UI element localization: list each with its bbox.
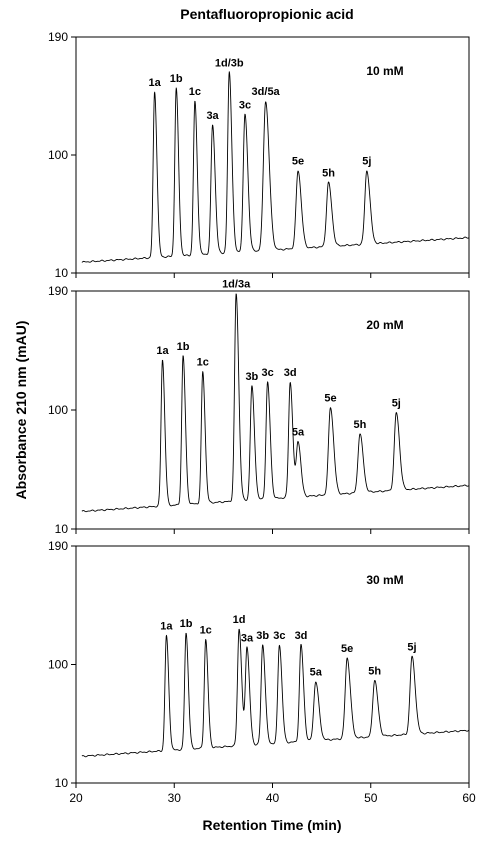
y-tick-label: 10 xyxy=(55,522,69,536)
peak-label: 3d/5a xyxy=(252,86,281,98)
y-tick-label: 10 xyxy=(55,266,69,280)
peak-label: 1b xyxy=(170,73,183,85)
peak-label: 3c xyxy=(239,99,251,111)
y-tick-label: 190 xyxy=(48,539,68,553)
peak-label: 5j xyxy=(407,642,416,654)
peak-label: 5h xyxy=(368,665,381,677)
concentration-label: 30 mM xyxy=(366,573,403,587)
concentration-label: 10 mM xyxy=(366,64,403,78)
chart-title: Pentafluoropropionic acid xyxy=(180,6,353,22)
y-tick-label: 100 xyxy=(48,148,68,162)
peak-label: 5j xyxy=(392,398,401,410)
peak-label: 3c xyxy=(273,630,285,642)
y-tick-label: 100 xyxy=(48,403,68,417)
panel-frame xyxy=(75,36,470,274)
chromatogram-trace xyxy=(81,293,470,513)
peak-label: 3d xyxy=(295,630,308,642)
peak-label: 1d/3a xyxy=(222,279,251,291)
peak-label: 1c xyxy=(197,357,209,369)
panel-2: 10 100 190 20 30 40 50 60 30 mM 1a 1b 1c 1d 3a 3b 3c 3d 5… xyxy=(48,539,476,805)
peak-label: 3d xyxy=(284,367,297,379)
x-tick-label: 30 xyxy=(168,791,182,805)
peak-label: 5e xyxy=(341,643,353,655)
x-tick-label: 20 xyxy=(69,791,83,805)
panel-frame xyxy=(75,290,470,530)
x-axis-label: Retention Time (min) xyxy=(203,817,342,833)
peak-label: 3b xyxy=(245,371,258,383)
peak-label: 5h xyxy=(322,168,335,180)
peak-label: 5j xyxy=(362,156,371,168)
y-tick-label: 190 xyxy=(48,30,68,44)
peak-label: 5a xyxy=(310,667,323,679)
y-tick-label: 10 xyxy=(55,776,69,790)
y-tick-label: 100 xyxy=(48,658,68,672)
peak-label: 1b xyxy=(180,618,193,630)
panel-1: 10 100 190 20 mM 1a 1b 1c 1d/3a 3b 3c 3d 5a 5e 5h 5j xyxy=(48,279,470,536)
y-axis-label: Absorbance 210 nm (mAU) xyxy=(13,321,29,500)
peak-label: 1a xyxy=(148,77,161,89)
y-tick-label: 190 xyxy=(48,284,68,298)
peak-label: 1a xyxy=(156,345,169,357)
peak-label: 1c xyxy=(189,86,201,98)
chromatogram-trace xyxy=(81,71,470,263)
peak-label: 1c xyxy=(200,624,212,636)
concentration-label: 20 mM xyxy=(366,318,403,332)
peak-label: 1d xyxy=(233,614,246,626)
peak-label: 3c xyxy=(261,367,273,379)
peak-label: 1d/3b xyxy=(215,57,244,69)
peak-label: 5e xyxy=(292,156,304,168)
x-tick-label: 60 xyxy=(462,791,476,805)
panel-frame xyxy=(75,545,470,784)
x-tick-label: 50 xyxy=(364,791,378,805)
peak-label: 5e xyxy=(324,392,336,404)
peak-label: 3a xyxy=(241,632,254,644)
chromatogram-trace xyxy=(81,628,470,758)
x-tick-label: 40 xyxy=(266,791,280,805)
peak-label: 1b xyxy=(177,341,190,353)
peak-label: 5a xyxy=(292,427,305,439)
peak-label: 5h xyxy=(354,419,367,431)
peak-label: 3a xyxy=(206,110,219,122)
peak-label: 3b xyxy=(256,630,269,642)
peak-label: 1a xyxy=(160,621,173,633)
